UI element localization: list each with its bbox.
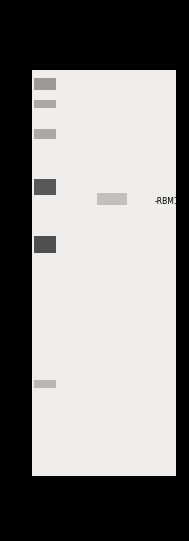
Bar <box>34 100 56 108</box>
Bar <box>34 236 56 253</box>
Text: -RBM17: -RBM17 <box>155 197 185 206</box>
Bar <box>34 78 56 90</box>
Text: 66-: 66- <box>16 188 29 196</box>
Text: 12-: 12- <box>16 382 29 391</box>
Text: 40-: 40- <box>16 247 29 256</box>
Bar <box>34 380 56 388</box>
Text: 230-: 230- <box>11 80 29 88</box>
Bar <box>97 193 127 205</box>
Bar <box>34 179 56 195</box>
Bar <box>32 70 176 476</box>
Bar <box>34 129 56 139</box>
Text: 116-: 116- <box>12 134 29 142</box>
Text: 180-: 180- <box>12 101 29 110</box>
